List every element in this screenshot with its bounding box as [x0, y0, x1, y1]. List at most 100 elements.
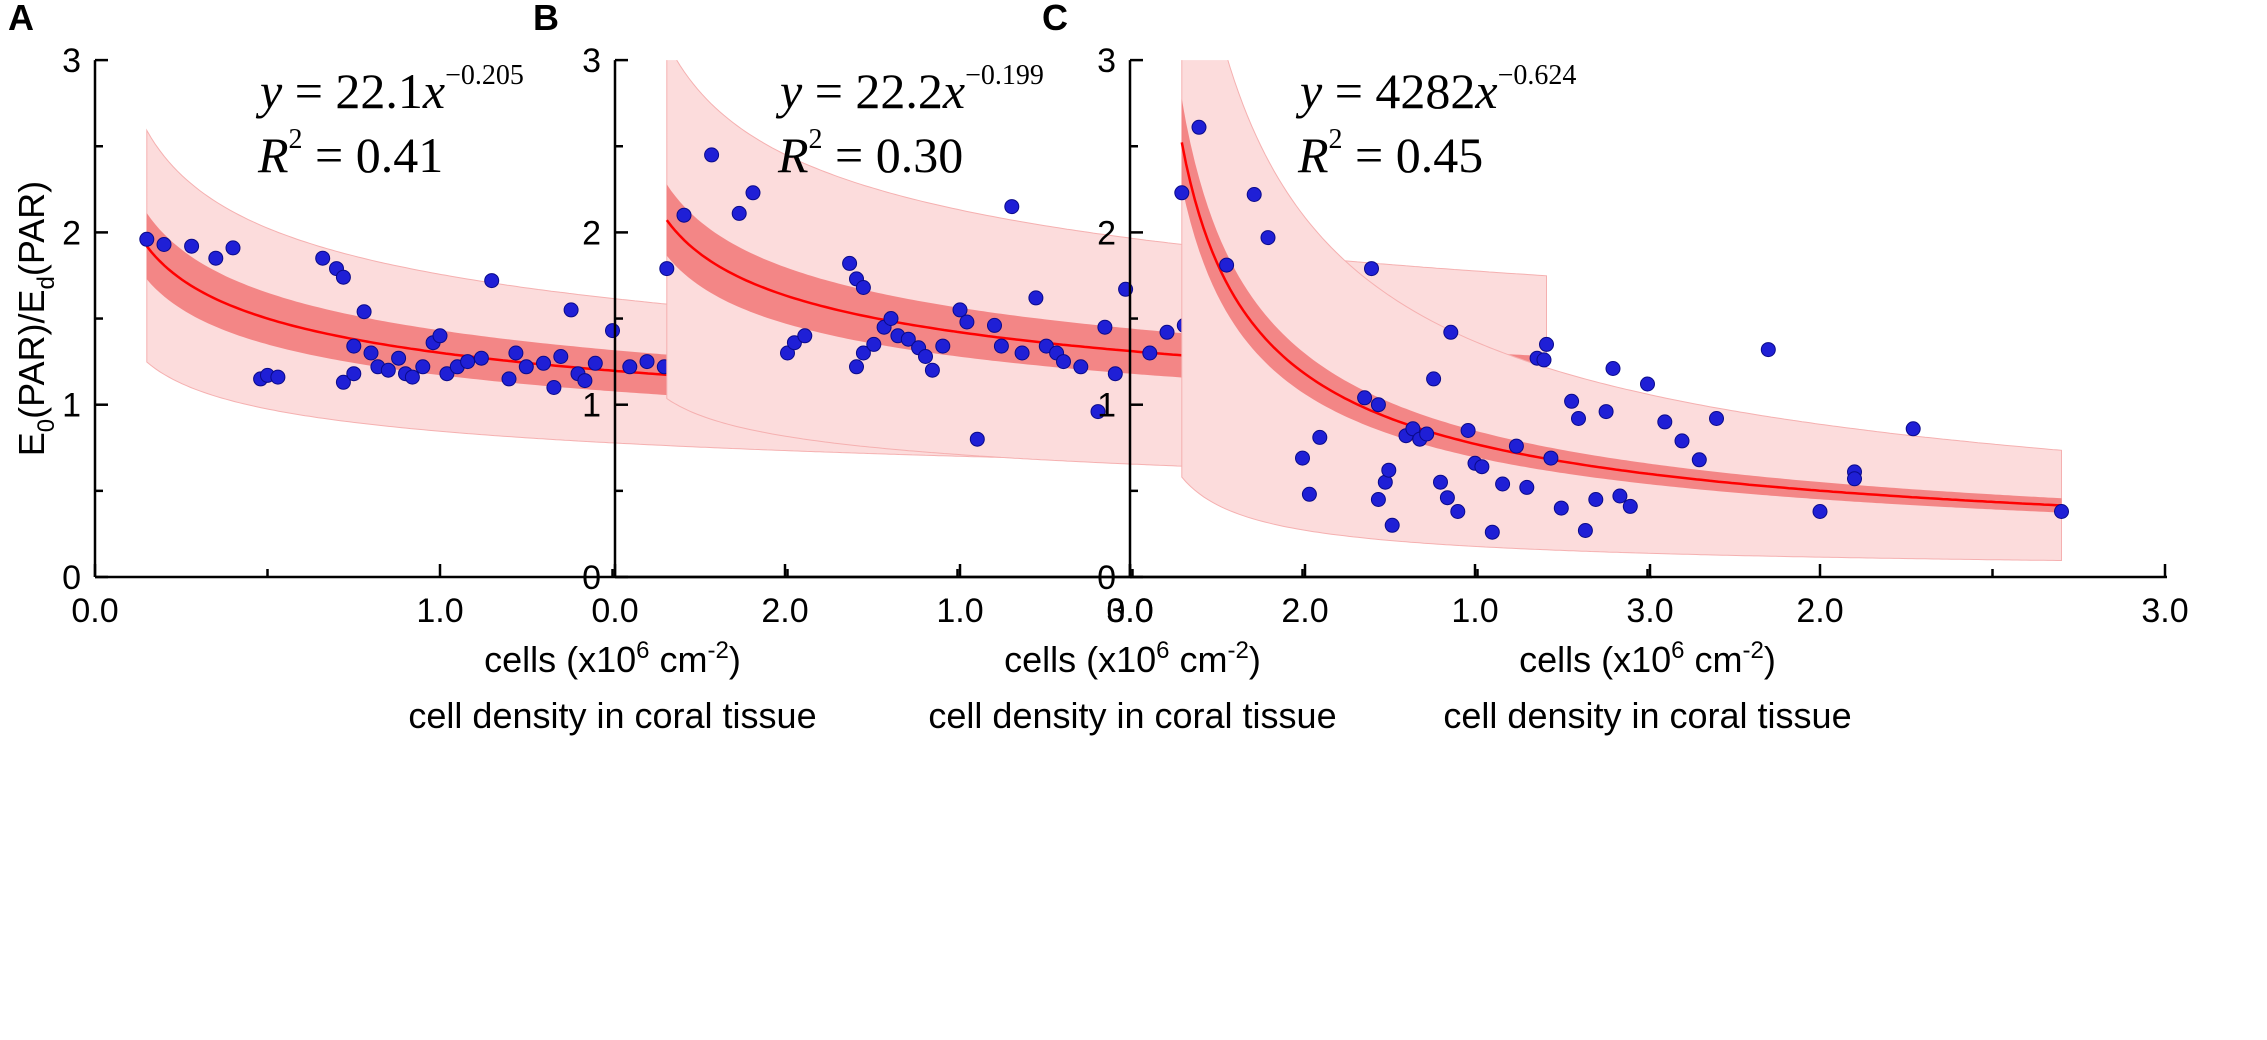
- fit-equation: y = 22.2x−0.199: [775, 60, 1044, 119]
- data-point: [866, 336, 882, 352]
- data-point: [1474, 459, 1490, 475]
- data-point: [1588, 492, 1604, 507]
- x-tick-label: 2.0: [1796, 592, 1843, 630]
- data-point: [659, 261, 675, 277]
- data-point: [577, 373, 593, 389]
- x-tick-label: 1.0: [416, 592, 463, 630]
- data-point: [473, 350, 489, 366]
- data-point: [501, 371, 517, 387]
- data-point: [1598, 404, 1614, 420]
- data-point: [952, 302, 968, 318]
- data-point: [139, 231, 155, 247]
- x-tick-label: 0.0: [1106, 592, 1153, 630]
- data-point: [156, 237, 172, 252]
- data-point: [1357, 390, 1373, 406]
- y-tick-label: 3: [1097, 42, 1116, 80]
- data-point: [1508, 438, 1524, 454]
- data-point: [1443, 324, 1459, 340]
- data-point: [508, 345, 524, 361]
- x-axis-sublabel: cell density in coral tissue: [1443, 695, 1851, 736]
- data-point: [346, 338, 362, 354]
- data-point: [1219, 257, 1235, 273]
- x-tick-label: 2.0: [761, 592, 808, 630]
- data-point: [1038, 338, 1054, 354]
- fit-equation: y = 4282x−0.624: [1295, 60, 1576, 119]
- y-tick-label: 2: [62, 214, 81, 252]
- data-point: [780, 345, 795, 361]
- x-tick-label: 1.0: [1451, 592, 1498, 630]
- data-point: [918, 349, 933, 364]
- data-point: [1312, 429, 1328, 445]
- data-point: [855, 280, 871, 295]
- y-tick-label: 1: [1097, 387, 1116, 425]
- data-point: [1460, 423, 1476, 438]
- data-point: [1090, 404, 1106, 420]
- data-point: [1056, 354, 1071, 370]
- data-point: [1674, 433, 1690, 449]
- y-axis-label: E0(PAR)/Ed(PAR): [11, 181, 60, 456]
- fit-equation: y = 22.1x−0.205: [255, 60, 524, 119]
- data-point: [1577, 523, 1593, 538]
- y-tick-label: 0: [1097, 559, 1116, 597]
- data-point: [1246, 187, 1262, 202]
- data-point: [1097, 319, 1113, 335]
- panel-letter: A: [8, 0, 34, 38]
- y-tick-label: 2: [1097, 214, 1116, 252]
- data-point: [1073, 359, 1089, 375]
- confidence-band: [1181, 99, 2062, 513]
- data-point: [1657, 414, 1673, 430]
- data-point: [935, 338, 951, 354]
- data-point: [587, 355, 603, 371]
- data-point: [987, 317, 1002, 333]
- data-point: [622, 359, 638, 375]
- data-point: [1028, 290, 1044, 306]
- data-point: [1571, 411, 1586, 426]
- data-point: [335, 374, 351, 390]
- data-point: [1539, 336, 1554, 352]
- data-point: [1142, 345, 1158, 361]
- data-point: [993, 338, 1009, 354]
- x-tick-label: 3.0: [1626, 592, 1673, 630]
- data-point: [1439, 490, 1455, 506]
- confidence-band: [666, 184, 1547, 397]
- data-point: [225, 240, 241, 256]
- fit-line: [1180, 142, 2062, 507]
- data-point: [1107, 366, 1123, 382]
- data-point: [1543, 450, 1559, 466]
- data-point: [1564, 393, 1580, 409]
- data-point: [536, 355, 551, 371]
- y-tick-label: 0: [582, 559, 601, 597]
- data-point: [959, 314, 975, 330]
- data-point: [1622, 498, 1638, 514]
- y-tick-label: 3: [582, 42, 601, 80]
- data-point: [546, 380, 562, 395]
- data-point: [184, 238, 200, 254]
- data-point: [1301, 486, 1317, 502]
- y-tick-label: 1: [582, 387, 601, 425]
- data-point: [315, 250, 331, 266]
- data-point: [1426, 371, 1442, 387]
- data-point: [460, 354, 476, 370]
- data-point: [1295, 450, 1310, 466]
- r-squared: R2 = 0.41: [257, 124, 443, 183]
- data-point: [1191, 119, 1207, 135]
- data-point: [439, 366, 455, 382]
- confidence-band: [146, 213, 1027, 413]
- x-tick-label: 0.0: [591, 592, 638, 630]
- data-point: [1364, 261, 1379, 277]
- data-point: [1709, 411, 1724, 426]
- data-point: [1159, 324, 1175, 340]
- data-point: [900, 331, 916, 347]
- data-point: [1433, 474, 1448, 490]
- x-axis-label: cells (x106 cm-2): [1519, 637, 1776, 680]
- data-point: [356, 304, 372, 320]
- data-point: [1381, 462, 1397, 478]
- x-axis-label: cells (x106 cm-2): [1004, 637, 1261, 680]
- data-point: [346, 366, 362, 382]
- data-point: [270, 369, 286, 385]
- y-tick-label: 0: [62, 559, 81, 597]
- data-point: [563, 302, 579, 318]
- data-point: [484, 273, 500, 289]
- data-point: [855, 345, 871, 361]
